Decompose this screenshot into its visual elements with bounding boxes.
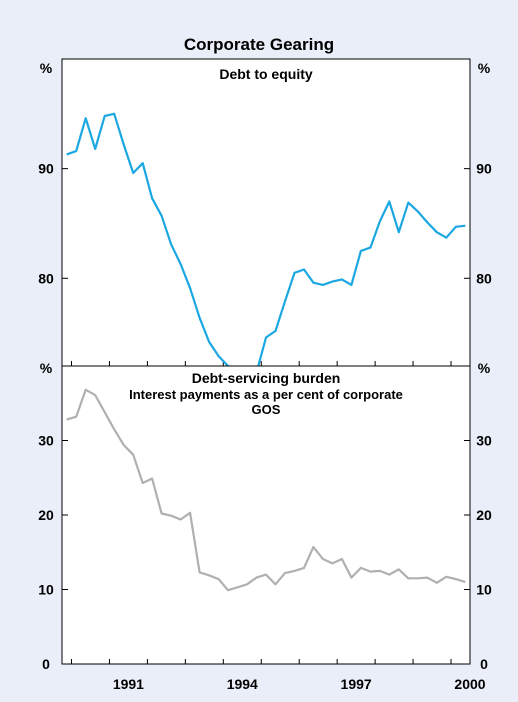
series-line-debt-to-equity bbox=[66, 112, 466, 374]
y-tick-label-left: 90 bbox=[38, 161, 54, 177]
y-tick-label-left: 0 bbox=[42, 656, 50, 672]
panel1-axis-ticks: 80 80 90 90 bbox=[38, 161, 492, 366]
chart-title: Corporate Gearing bbox=[184, 35, 334, 54]
x-tick-label: 1991 bbox=[113, 676, 144, 692]
panel1-title: Debt to equity bbox=[219, 66, 313, 82]
panel2-subtitle-line1: Interest payments as a per cent of corpo… bbox=[129, 387, 403, 402]
y-tick-label-right: 90 bbox=[476, 161, 492, 177]
panel2-unit-right: % bbox=[478, 360, 491, 376]
x-tick-label: 1997 bbox=[341, 676, 372, 692]
y-tick-label-right: 20 bbox=[476, 507, 492, 523]
y-tick-label-right: 10 bbox=[476, 582, 492, 598]
y-tick-label-left: 80 bbox=[38, 270, 54, 286]
panel1-unit-right: % bbox=[478, 60, 491, 76]
x-tick-label: 1994 bbox=[227, 676, 258, 692]
x-axis: 1991 1994 1997 2000 bbox=[113, 676, 486, 692]
panel1-frame bbox=[61, 58, 471, 367]
y-tick-label-left: 20 bbox=[38, 507, 54, 523]
panel2-frame bbox=[61, 365, 471, 665]
x-tick-label: 2000 bbox=[454, 676, 485, 692]
panel1-unit-left: % bbox=[40, 60, 53, 76]
series-line-debt-servicing bbox=[66, 388, 466, 592]
panel2-axis-ticks: 0 0 10 10 20 20 30 30 bbox=[38, 433, 492, 673]
y-tick-label-right: 80 bbox=[476, 270, 492, 286]
panel-debt-to-equity: Debt to equity % % 80 80 90 90 bbox=[38, 58, 492, 374]
y-tick-label-right: 30 bbox=[476, 433, 492, 449]
panel2-title: Debt-servicing burden bbox=[192, 370, 341, 386]
panel-debt-servicing: Debt-servicing burden Interest payments … bbox=[38, 360, 492, 672]
y-tick-label-left: 30 bbox=[38, 433, 54, 449]
y-tick-label-right: 0 bbox=[480, 656, 488, 672]
panel2-subtitle-line2: GOS bbox=[252, 402, 281, 417]
panel2-unit-left: % bbox=[40, 360, 53, 376]
y-tick-label-left: 10 bbox=[38, 582, 54, 598]
